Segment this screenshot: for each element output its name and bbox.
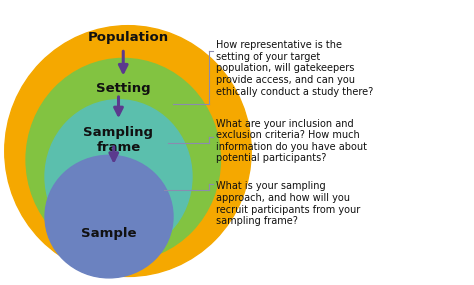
Text: Setting: Setting: [96, 82, 151, 95]
Ellipse shape: [26, 58, 220, 261]
Text: Population: Population: [87, 30, 169, 44]
Text: Sampling
frame: Sampling frame: [83, 126, 154, 154]
Text: How representative is the
setting of your target
population, will gatekeepers
pr: How representative is the setting of you…: [216, 40, 373, 97]
Ellipse shape: [45, 155, 173, 278]
Ellipse shape: [45, 100, 192, 254]
Ellipse shape: [5, 26, 251, 276]
Text: Sample: Sample: [81, 227, 137, 240]
Text: What are your inclusion and
exclusion criteria? How much
information do you have: What are your inclusion and exclusion cr…: [216, 119, 367, 164]
Text: What is your sampling
approach, and how will you
recruit participants from your
: What is your sampling approach, and how …: [216, 181, 360, 226]
